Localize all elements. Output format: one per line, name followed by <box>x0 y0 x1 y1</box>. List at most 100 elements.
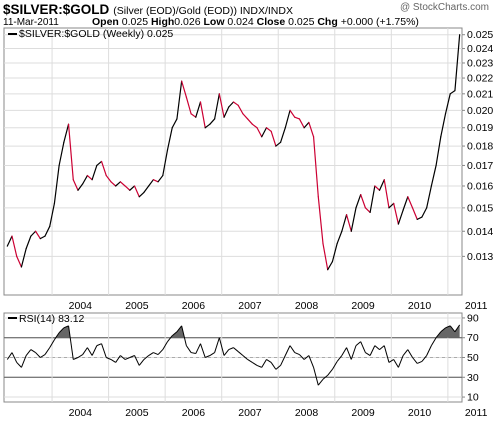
low-value: 0.024 <box>227 16 254 28</box>
rsi-segment <box>412 357 418 364</box>
series-segment <box>327 261 334 271</box>
series-segment <box>364 207 371 214</box>
series-segment <box>119 181 126 187</box>
x-tick-label: 2009 <box>351 300 375 312</box>
series-segment <box>53 164 60 204</box>
rsi-segment <box>322 374 329 380</box>
y-tick-label: 0.013 <box>467 251 493 263</box>
rsi-segment <box>308 355 315 368</box>
chart-title: $SILVER:$GOLD (Silver (EOD)/Gold (EOD)) I… <box>3 1 293 19</box>
rsi-segment <box>417 360 423 364</box>
rsi-segment <box>148 352 154 356</box>
rsi-segment <box>49 339 55 348</box>
series-segment <box>426 185 432 209</box>
series-segment <box>25 235 32 250</box>
series-segment <box>176 80 183 120</box>
rsi-segment <box>157 349 164 355</box>
rsi-segment <box>214 337 220 353</box>
rsi-segment <box>435 331 442 339</box>
rsi-segment <box>445 325 451 329</box>
series-segment <box>16 255 23 268</box>
series-segment <box>317 196 324 245</box>
rsi-segment <box>280 355 286 366</box>
series-segment <box>369 185 376 214</box>
rsi-segment <box>30 349 36 353</box>
rsi-segment <box>68 325 74 360</box>
rsi-segment <box>115 355 121 363</box>
rsi-segment <box>407 349 413 358</box>
rsi-segment <box>393 359 399 368</box>
rsi-x-tick-label: 2004 <box>69 407 93 419</box>
plot-frame <box>3 27 463 296</box>
rsi-segment <box>209 352 215 356</box>
series-segment <box>289 109 296 118</box>
rsi-segment <box>237 351 244 356</box>
rsi-panel: 90 70 50 30 10 2004 2005 2006 2007 2008 2009 2010 20… <box>3 312 488 419</box>
rsi-segment <box>200 343 206 358</box>
rsi-legend-swatch <box>8 317 17 319</box>
series-segment <box>195 101 202 118</box>
series-segment <box>402 196 409 211</box>
rsi-segment <box>73 357 79 360</box>
rsi-segment <box>58 327 65 334</box>
rsi-segment <box>317 378 324 386</box>
rsi-segment <box>374 345 380 350</box>
series-segment <box>397 209 404 225</box>
series-segment <box>58 141 65 167</box>
series-segment <box>303 121 310 129</box>
rsi-segment <box>369 345 376 356</box>
series-segment <box>223 106 230 118</box>
rsi-x-tick-label: 2008 <box>295 407 319 419</box>
rsi-segment <box>252 362 258 366</box>
series-segment <box>20 248 27 268</box>
rsi-segment <box>242 355 248 360</box>
high-value: 0.026 <box>174 16 201 28</box>
rsi-segment <box>256 364 262 368</box>
series-segment <box>261 127 268 138</box>
rsi-segment <box>289 345 296 353</box>
rsi-segment <box>44 347 51 355</box>
chg-label: Chg <box>317 16 338 28</box>
rsi-segment <box>388 359 394 363</box>
series-segment <box>96 160 103 167</box>
series-segment <box>374 185 381 191</box>
series-segment <box>383 179 390 209</box>
rsi-segment <box>383 345 390 363</box>
series-segment <box>251 123 258 129</box>
rsi-y-tick-label: 10 <box>467 392 479 404</box>
x-tick-label: 2005 <box>125 300 149 312</box>
rsi-segment <box>336 355 343 362</box>
series-segment <box>430 164 437 187</box>
rsi-segment <box>153 352 159 355</box>
rsi-segment <box>63 325 69 329</box>
rsi-segment <box>223 349 230 356</box>
series-segment <box>454 34 461 92</box>
rsi-segment <box>185 345 192 353</box>
rsi-segment <box>91 345 98 356</box>
rsi-segment <box>233 347 239 352</box>
rsi-y-tick-label: 50 <box>467 352 479 364</box>
series-segment <box>162 149 169 177</box>
rsi-segment <box>96 343 102 347</box>
series-segment <box>440 113 447 138</box>
series-segment <box>44 225 51 237</box>
rsi-segment <box>82 347 88 355</box>
rsi-x-tick-label: 2006 <box>182 407 206 419</box>
rsi-segment <box>346 347 352 360</box>
close-value: 0.025 <box>288 16 315 28</box>
series-segment <box>152 179 159 183</box>
rsi-segment <box>454 324 461 333</box>
y-tick-label: 0.015 <box>467 202 493 214</box>
rsi-segment <box>294 352 300 355</box>
rsi-segment <box>162 341 168 350</box>
rsi-segment <box>331 361 338 370</box>
rsi-segment <box>355 341 362 347</box>
series-segment <box>214 93 220 120</box>
open-label: Open <box>92 16 119 28</box>
rsi-segment <box>77 354 83 358</box>
x-tick-label: 2008 <box>295 300 319 312</box>
rsi-segment <box>6 352 13 360</box>
series-segment <box>39 235 46 240</box>
rsi-segment <box>190 352 196 355</box>
